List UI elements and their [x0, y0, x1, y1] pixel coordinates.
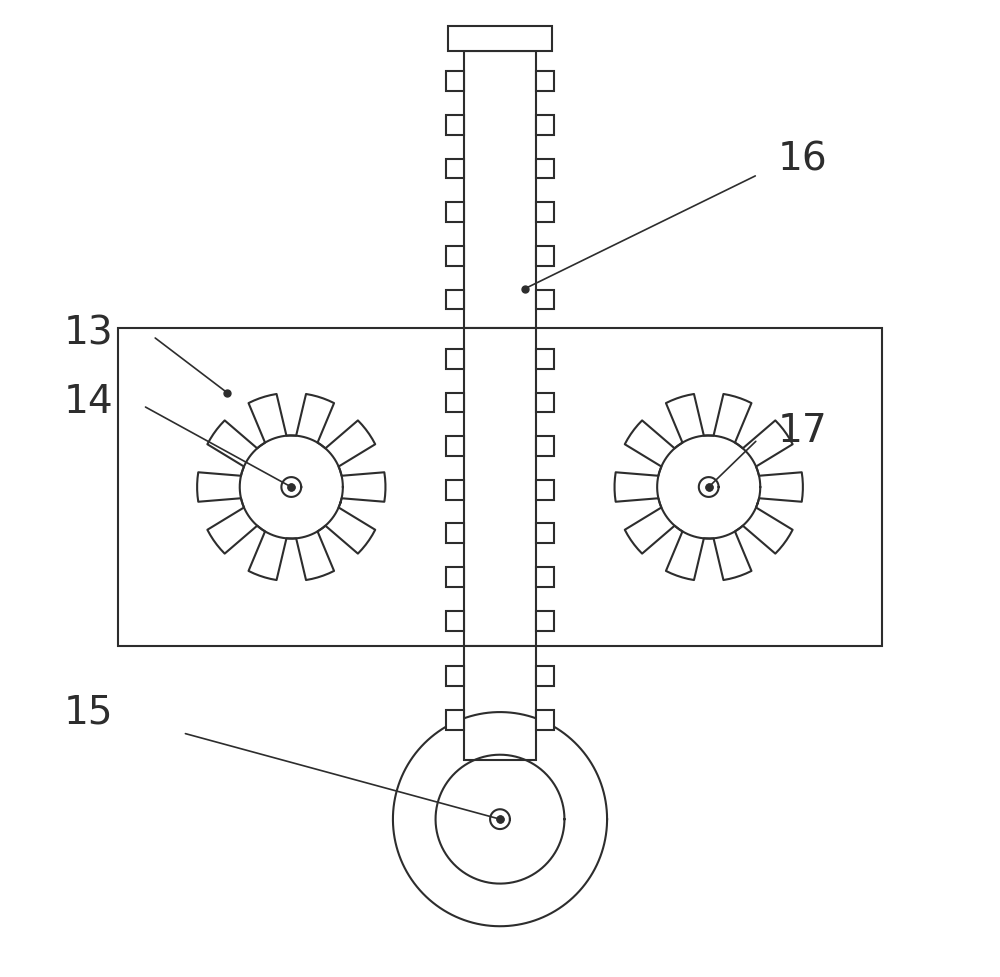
Bar: [118, 329, 472, 646]
Bar: [536, 481, 554, 500]
Bar: [536, 437, 554, 456]
Text: 14: 14: [64, 382, 113, 420]
Text: 17: 17: [778, 411, 827, 449]
Bar: [446, 72, 464, 92]
Bar: [446, 203, 464, 223]
Bar: [464, 646, 536, 760]
Bar: [446, 116, 464, 136]
Bar: [536, 203, 554, 223]
Bar: [536, 72, 554, 92]
Bar: [446, 481, 464, 500]
Bar: [536, 246, 554, 267]
Bar: [536, 710, 554, 730]
Bar: [446, 666, 464, 687]
Text: 16: 16: [778, 140, 827, 178]
Bar: [536, 159, 554, 179]
Bar: [536, 116, 554, 136]
Bar: [536, 666, 554, 687]
Bar: [536, 350, 554, 369]
Bar: [446, 290, 464, 310]
Bar: [464, 52, 536, 329]
Bar: [446, 350, 464, 369]
Bar: [536, 393, 554, 413]
Bar: [446, 524, 464, 544]
Bar: [528, 329, 882, 646]
Bar: [536, 568, 554, 587]
Bar: [464, 329, 536, 646]
Bar: [446, 437, 464, 456]
Bar: [446, 246, 464, 267]
Bar: [446, 710, 464, 730]
Bar: [536, 524, 554, 544]
Bar: [446, 568, 464, 587]
Bar: [448, 27, 552, 52]
Bar: [536, 290, 554, 310]
Text: 15: 15: [64, 693, 113, 730]
Bar: [536, 612, 554, 631]
Bar: [446, 612, 464, 631]
Bar: [446, 393, 464, 413]
Bar: [446, 159, 464, 179]
Text: 13: 13: [64, 315, 113, 353]
